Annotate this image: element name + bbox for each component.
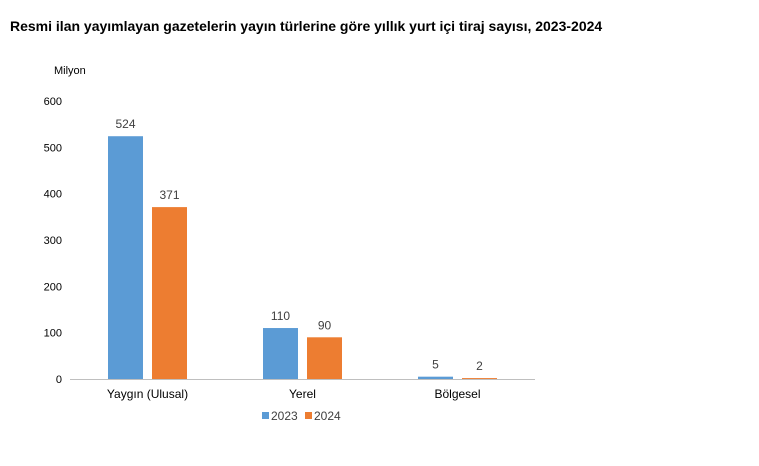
bar-2024-1 [307,337,342,379]
data-label: 524 [115,117,135,131]
data-label: 90 [318,318,332,332]
category-labels: Yaygın (Ulusal) Yerel Bölgesel [107,387,481,401]
data-labels: 524 371 110 90 5 2 [115,117,483,373]
legend-swatch-2023 [262,412,269,419]
y-unit-label: Milyon [54,65,86,77]
legend-swatch-2024 [305,412,312,419]
bar-2023-0 [108,136,143,379]
chart-title: Resmi ilan yayımlayan gazetelerin yayın … [10,18,603,34]
bar-2023-2 [418,376,453,379]
legend: 2023 2024 [262,409,341,423]
bars [108,136,497,379]
y-axis-ticks: 0 100 200 300 400 500 600 [44,96,62,386]
bar-2024-2 [462,378,497,379]
y-tick-label: 100 [44,328,62,340]
y-tick-label: 600 [44,96,62,108]
y-tick-label: 500 [44,142,62,154]
legend-label: 2023 [271,409,298,423]
category-label: Yaygın (Ulusal) [107,387,188,401]
y-tick-label: 200 [44,281,62,293]
data-label: 371 [159,188,179,202]
data-label: 5 [432,358,439,372]
y-tick-label: 300 [44,235,62,247]
bar-2023-1 [263,328,298,379]
y-tick-label: 400 [44,189,62,201]
bar-2024-0 [152,207,187,379]
category-label: Yerel [289,387,316,401]
data-label: 110 [271,309,290,323]
y-tick-label: 0 [56,374,62,386]
data-label: 2 [476,359,483,373]
category-label: Bölgesel [434,387,480,401]
legend-label: 2024 [314,409,341,423]
